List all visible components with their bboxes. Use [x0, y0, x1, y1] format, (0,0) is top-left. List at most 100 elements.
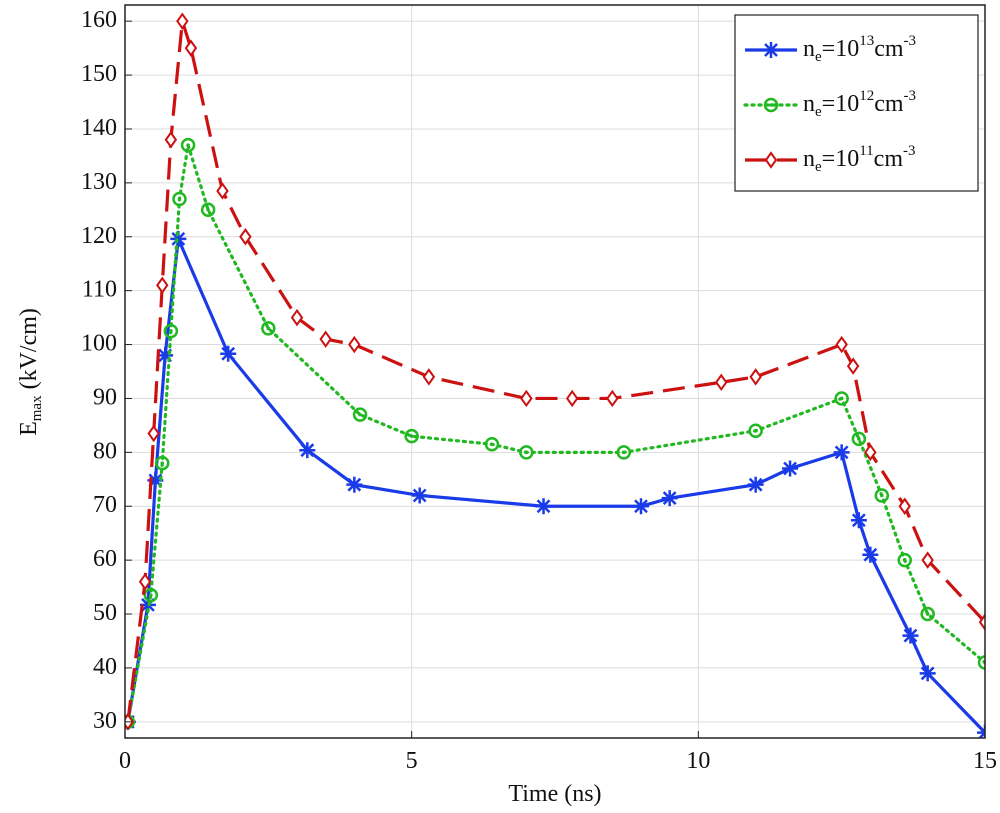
marker: [977, 724, 985, 738]
marker: [348, 335, 361, 354]
marker-diamond: [846, 357, 860, 375]
marker-dot: [160, 461, 165, 465]
y-tick-label: 80: [93, 438, 117, 464]
marker-stroke: [903, 628, 918, 643]
marker-dot: [857, 437, 861, 441]
y-tick-label: 130: [81, 168, 117, 194]
marker-dot: [769, 103, 773, 107]
marker: [138, 572, 152, 591]
marker: [164, 131, 178, 149]
marker: [519, 445, 534, 460]
marker-diamond: [156, 276, 169, 294]
marker-diamond: [835, 335, 848, 354]
marker: [346, 476, 363, 493]
y-tick-label: 110: [82, 276, 117, 302]
marker-stroke: [300, 443, 315, 458]
x-tick-label: 0: [119, 748, 131, 774]
marker-dot: [839, 396, 844, 401]
y-tick-label: 50: [93, 600, 117, 626]
marker-dot: [358, 412, 362, 417]
marker: [898, 497, 911, 515]
marker-ring: [404, 428, 419, 444]
marker-diamond: [921, 551, 934, 569]
marker: [180, 137, 196, 153]
marker: [156, 276, 169, 294]
marker-ring: [834, 391, 849, 406]
y-tick-label: 160: [81, 7, 117, 33]
marker: [565, 389, 579, 408]
marker: [902, 627, 919, 644]
marker: [606, 389, 619, 408]
marker-ring: [143, 587, 159, 603]
marker: [216, 182, 229, 200]
marker-diamond: [520, 389, 533, 408]
marker-stroke: [412, 488, 427, 503]
y-tick-label: 60: [93, 546, 117, 572]
marker: [299, 442, 316, 459]
marker: [835, 335, 848, 354]
series-line: [126, 20, 985, 723]
marker-diamond: [606, 389, 619, 408]
marker: [919, 665, 936, 682]
marker-dot: [177, 197, 182, 201]
marker-dot: [622, 450, 626, 455]
marker: [352, 407, 368, 422]
marker: [184, 39, 198, 57]
marker-dot: [409, 434, 414, 438]
axes-frame: [124, 4, 986, 739]
marker-diamond: [216, 182, 229, 200]
marker-dot: [490, 442, 494, 447]
marker-ring: [748, 423, 763, 439]
series-line: [126, 232, 985, 734]
marker-diamond: [764, 151, 778, 169]
marker-ring: [851, 431, 867, 447]
marker-diamond: [864, 443, 877, 462]
marker-diamond: [176, 12, 189, 30]
marker: [715, 373, 728, 391]
marker-ring: [519, 445, 534, 460]
marker-ring: [484, 437, 500, 452]
marker-stroke: [347, 477, 362, 492]
marker-stroke: [171, 232, 186, 246]
y-tick-label: 40: [93, 653, 117, 679]
legend: ne=1013cm-3 ne=1012cm-3 ne=1011cm-3: [734, 14, 979, 192]
y-tick-label: 140: [81, 114, 117, 140]
legend-label: ne=1012cm-3: [803, 88, 916, 120]
plot-area: [125, 12, 985, 738]
x-axis-label: Time (ns): [508, 781, 601, 807]
marker: [874, 488, 890, 503]
marker: [239, 228, 252, 246]
marker: [978, 613, 985, 631]
y-tick-label: 100: [81, 330, 117, 356]
marker: [155, 455, 170, 471]
marker: [920, 606, 935, 622]
marker: [170, 230, 187, 247]
marker: [846, 357, 860, 375]
marker-stroke: [863, 547, 878, 562]
marker-ring: [897, 552, 912, 568]
marker: [921, 551, 934, 569]
y-tick-label: 30: [93, 707, 117, 733]
marker: [261, 321, 276, 336]
x-tick-label: 10: [686, 748, 710, 774]
marker-ring: [200, 202, 216, 218]
marker: [748, 423, 763, 439]
marker: [897, 552, 912, 568]
marker-ring: [163, 323, 179, 339]
marker-diamond: [348, 335, 361, 354]
marker-ring: [977, 655, 985, 670]
ticks: 30 40 50 60 70 80 90 100 110 120 130 140 150 160 0 5 10 1…: [81, 7, 997, 774]
marker-diamond: [290, 308, 304, 327]
marker: [851, 431, 867, 447]
marker: [172, 191, 187, 207]
marker: [411, 487, 428, 504]
marker-stroke: [662, 491, 677, 506]
marker: [633, 498, 649, 515]
marker-stroke: [634, 499, 648, 514]
marker-stroke: [978, 725, 985, 735]
marker-stroke: [834, 445, 849, 460]
marker: [747, 476, 764, 493]
marker-diamond: [164, 131, 178, 149]
x-tick-label: 5: [406, 748, 418, 774]
